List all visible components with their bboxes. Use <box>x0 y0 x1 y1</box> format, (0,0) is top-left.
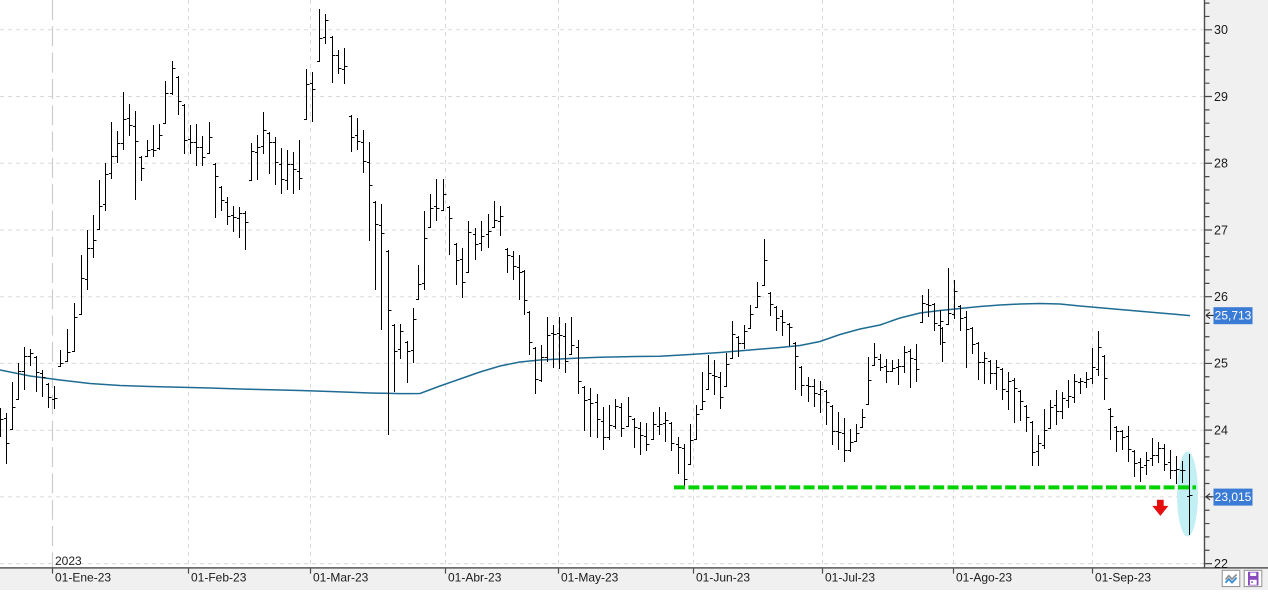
svg-text:25: 25 <box>1214 357 1228 371</box>
svg-text:01-Abr-23: 01-Abr-23 <box>448 571 502 585</box>
svg-text:2023: 2023 <box>55 554 82 568</box>
svg-text:23,015: 23,015 <box>1215 490 1252 504</box>
svg-text:29: 29 <box>1214 90 1228 104</box>
svg-text:26: 26 <box>1214 290 1228 304</box>
svg-text:01-Jul-23: 01-Jul-23 <box>825 571 875 585</box>
svg-text:25,713: 25,713 <box>1215 309 1252 323</box>
svg-text:30: 30 <box>1214 23 1228 37</box>
svg-text:01-Mar-23: 01-Mar-23 <box>313 571 369 585</box>
svg-text:22: 22 <box>1214 557 1228 571</box>
svg-text:24: 24 <box>1214 423 1228 437</box>
svg-text:28: 28 <box>1214 157 1228 171</box>
svg-text:01-May-23: 01-May-23 <box>561 571 619 585</box>
svg-text:01-Ene-23: 01-Ene-23 <box>55 571 111 585</box>
svg-text:01-Sep-23: 01-Sep-23 <box>1095 571 1151 585</box>
svg-text:01-Ago-23: 01-Ago-23 <box>956 571 1012 585</box>
svg-text:01-Feb-23: 01-Feb-23 <box>191 571 247 585</box>
svg-text:27: 27 <box>1214 223 1228 237</box>
svg-text:01-Jun-23: 01-Jun-23 <box>696 571 750 585</box>
